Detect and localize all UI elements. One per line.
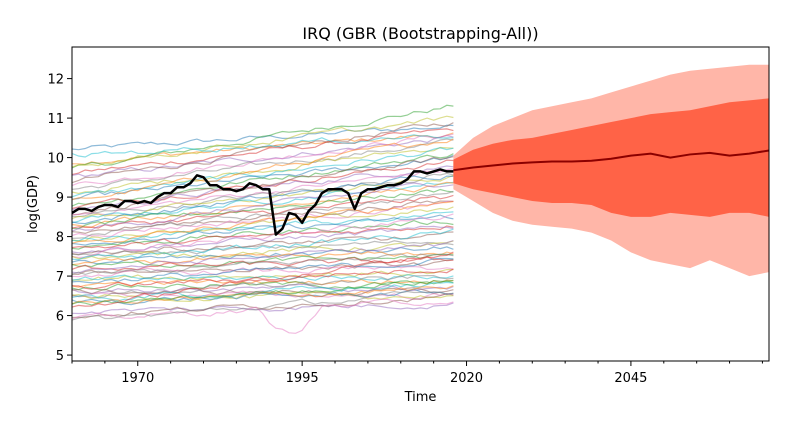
- background-line: [71, 188, 454, 230]
- background-line: [71, 246, 454, 265]
- background-line: [71, 128, 454, 176]
- background-line: [71, 138, 454, 190]
- y-tick-label: 11: [47, 112, 64, 127]
- background-line: [71, 175, 454, 225]
- background-line: [71, 268, 454, 290]
- y-axis: 5 6 7 8 9 10 11 12: [47, 73, 72, 364]
- x-tick-label: 1970: [121, 371, 154, 386]
- background-line: [71, 257, 454, 284]
- background-line: [71, 231, 454, 256]
- background-line: [71, 240, 454, 257]
- background-line: [71, 280, 454, 291]
- x-tick-label: 2020: [450, 371, 483, 386]
- y-tick-label: 9: [56, 191, 64, 206]
- background-line: [71, 251, 454, 308]
- background-line: [71, 138, 454, 201]
- background-line: [71, 211, 454, 242]
- background-line: [71, 172, 454, 218]
- background-line: [71, 240, 454, 274]
- x-axis: 1970 1995 2020 2045: [71, 361, 763, 386]
- background-line: [71, 258, 454, 276]
- chart-title: IRQ (GBR (Bootstrapping-All)): [302, 24, 538, 43]
- background-line: [71, 124, 454, 151]
- observed-line: [71, 168, 454, 236]
- background-line: [71, 134, 454, 158]
- x-tick-label: 2045: [614, 371, 647, 386]
- background-line: [71, 159, 454, 210]
- observed-series: [71, 168, 454, 236]
- background-line: [71, 240, 454, 260]
- y-tick-label: 8: [56, 231, 64, 246]
- background-line: [71, 283, 454, 294]
- plot-frame: [71, 46, 770, 362]
- background-line: [71, 290, 454, 321]
- background-line: [71, 153, 454, 207]
- y-tick-label: 10: [47, 152, 64, 167]
- background-line: [71, 190, 454, 239]
- background-line: [71, 298, 454, 334]
- x-axis-title: Time: [404, 390, 437, 405]
- background-line: [71, 182, 454, 232]
- background-line: [71, 200, 454, 244]
- background-country-lines: [71, 104, 454, 334]
- background-line: [71, 213, 454, 259]
- background-line: [71, 146, 454, 195]
- y-tick-label: 6: [56, 310, 64, 325]
- x-tick-label: 1995: [286, 371, 319, 386]
- background-line: [71, 225, 454, 249]
- background-line: [71, 181, 454, 224]
- y-tick-label: 5: [56, 349, 64, 364]
- background-line: [71, 253, 454, 276]
- y-tick-label: 12: [47, 73, 64, 88]
- background-line: [71, 206, 454, 242]
- background-line: [71, 214, 454, 246]
- forecast-median-line: [453, 149, 770, 172]
- background-line: [71, 194, 454, 229]
- background-line: [71, 275, 454, 299]
- background-line: [71, 104, 454, 169]
- background-line: [71, 115, 454, 168]
- forecast-bands: [453, 64, 770, 277]
- y-tick-label: 7: [56, 270, 64, 285]
- forecast-inner-band: [453, 98, 769, 217]
- y-axis-title: log(GDP): [26, 175, 41, 233]
- background-line: [71, 279, 454, 306]
- background-line: [71, 122, 454, 184]
- background-line: [71, 228, 454, 261]
